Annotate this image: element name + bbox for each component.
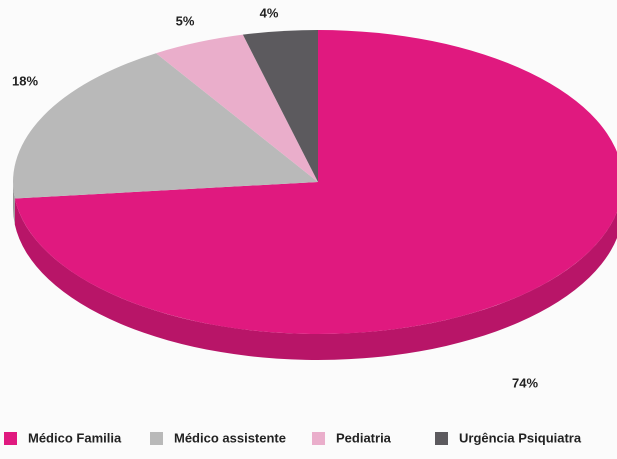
value-label: 18%	[12, 73, 38, 88]
value-label: 4%	[260, 5, 279, 20]
pie-side	[14, 198, 617, 360]
value-label: 74%	[512, 375, 538, 390]
legend-label: Urgência Psiquiatra	[459, 430, 582, 445]
legend-label: Médico Familia	[28, 430, 122, 445]
value-label: 5%	[176, 13, 195, 28]
legend-swatch	[312, 432, 325, 445]
legend-swatch	[4, 432, 17, 445]
pie-side	[13, 182, 15, 225]
legend-swatch	[435, 432, 448, 445]
legend-label: Pediatria	[336, 430, 392, 445]
legend-label: Médico assistente	[174, 430, 286, 445]
pie-slice	[242, 30, 318, 182]
legend-swatch	[150, 432, 163, 445]
pie-slice	[156, 34, 318, 183]
pie-slice	[13, 53, 319, 199]
pie-slice	[14, 30, 617, 334]
